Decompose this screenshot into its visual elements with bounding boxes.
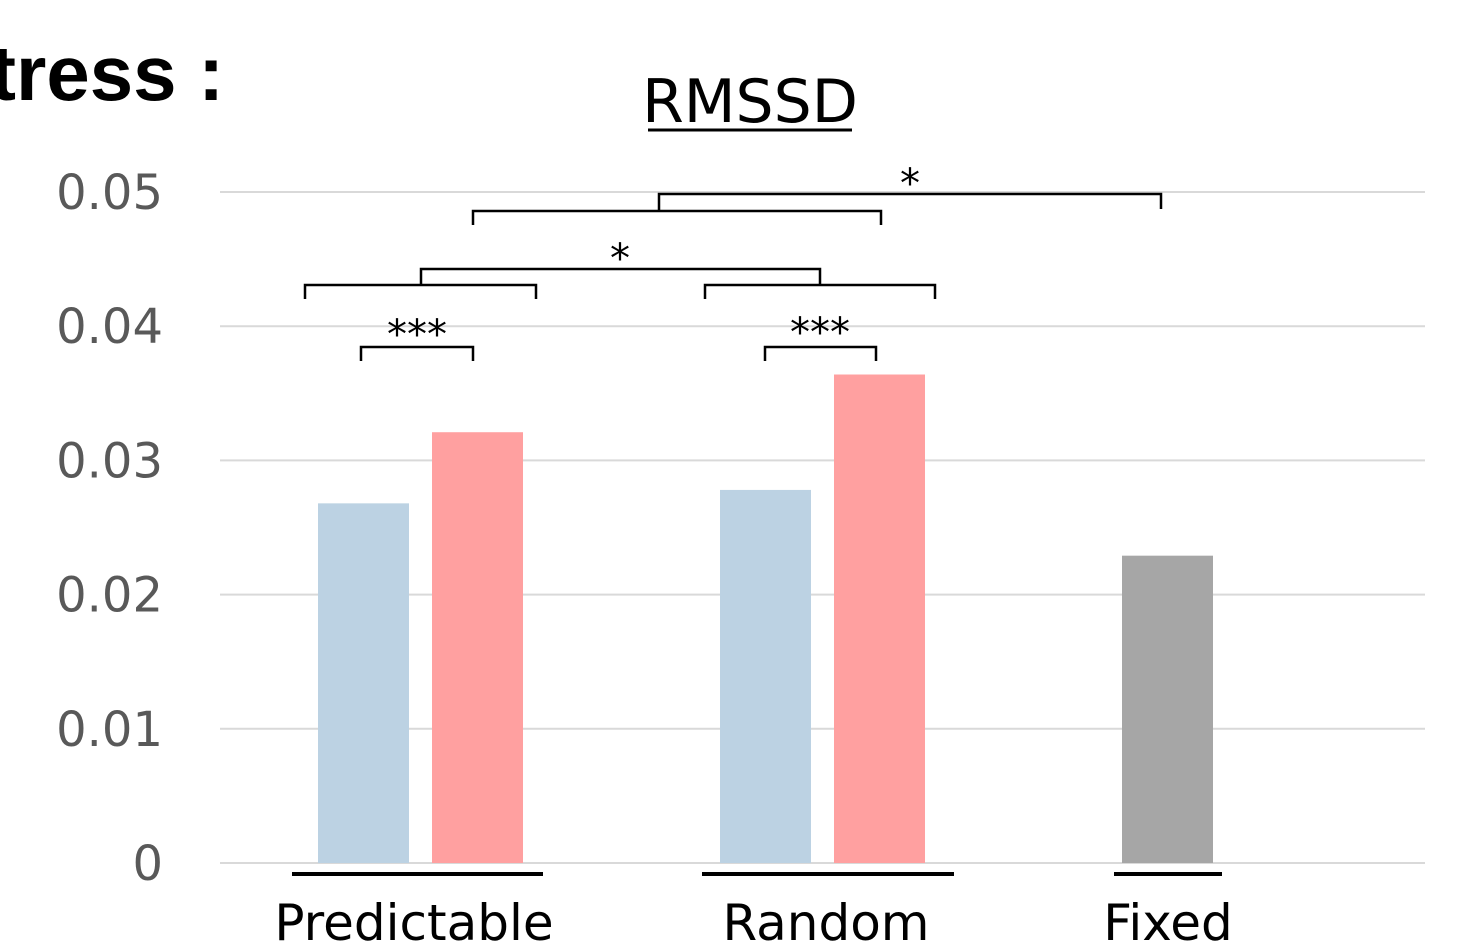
category-label: Predictable: [274, 894, 553, 946]
y-tick-label: 0.03: [56, 433, 163, 489]
chart-title: RMSSD: [642, 67, 858, 137]
significance-label: ***: [387, 312, 447, 358]
bar-fixed: [1122, 555, 1213, 863]
significance-label: *: [900, 161, 920, 207]
significance-connector: [419, 267, 822, 285]
significance-bracket: [657, 192, 1163, 211]
significance-bracket: [703, 283, 937, 299]
y-tick-label: 0.02: [56, 568, 163, 624]
y-axis-ticks: 0 0.01 0.02 0.03 0.04 0.05: [56, 165, 163, 892]
significance-brackets: *** *****: [303, 161, 1163, 361]
significance-label: *: [610, 236, 630, 282]
category-labels: Predictable Random Fixed: [274, 872, 1233, 946]
bar-random: [834, 374, 925, 863]
stress-heading: tress :: [0, 29, 224, 117]
gridlines: [220, 191, 1425, 864]
y-tick-label: 0.04: [56, 299, 163, 355]
bar-predictable: [318, 503, 409, 863]
category-label: Random: [722, 894, 929, 946]
significance-label: ***: [790, 310, 850, 356]
bar-random: [720, 489, 811, 863]
bar-predictable: [432, 432, 523, 863]
category-label: Fixed: [1103, 894, 1233, 946]
y-tick-label: 0.05: [56, 165, 163, 221]
significance-bracket: [471, 209, 883, 225]
significance-bracket: [303, 283, 538, 299]
y-tick-label: 0: [132, 836, 163, 892]
significance-bracket: [763, 345, 878, 361]
bars: [318, 374, 1213, 863]
significance-bracket: [359, 345, 475, 361]
y-tick-label: 0.01: [56, 702, 163, 758]
